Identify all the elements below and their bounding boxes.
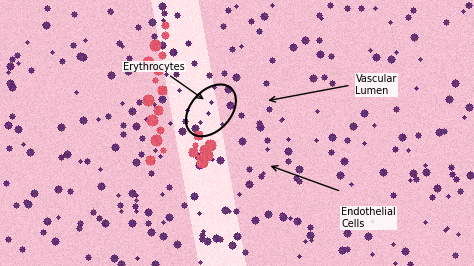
Text: Vascular
Lumen: Vascular Lumen [356,74,397,96]
Text: Endothelial
Cells: Endothelial Cells [341,207,396,229]
Text: Erythrocytes: Erythrocytes [123,61,185,72]
